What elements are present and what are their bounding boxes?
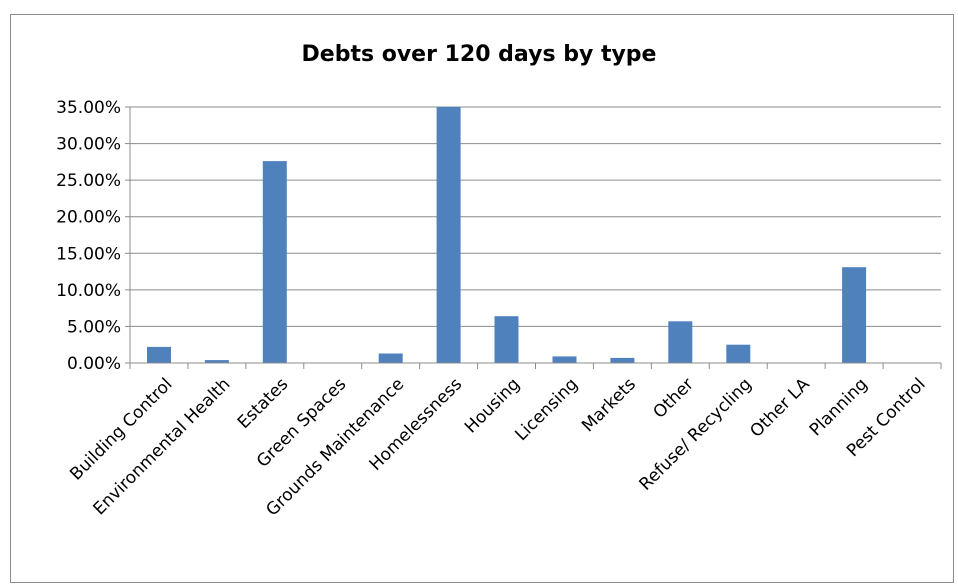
chart-frame [10, 14, 954, 583]
bar-licensing [552, 356, 577, 363]
bar-other [668, 321, 693, 363]
y-tick-label: 0.00% [67, 354, 121, 374]
bar-environmental-health [204, 360, 229, 363]
bar-building-control [147, 346, 171, 363]
gridlines [130, 106, 941, 327]
y-tick-label: 35.00% [56, 98, 121, 118]
x-tick-label: Other [650, 374, 698, 422]
y-tick-label: 20.00% [56, 208, 121, 228]
y-tick-label: 25.00% [56, 171, 121, 191]
axes [125, 106, 942, 369]
bar-grounds-maintenance [378, 353, 403, 363]
bars [147, 107, 867, 363]
y-tick-label: 5.00% [67, 317, 121, 337]
bar-planning [842, 267, 867, 363]
bar-refuse-recycling [726, 344, 751, 363]
bar-markets [610, 357, 635, 363]
x-tick-label: Estates [234, 374, 293, 433]
y-tick-label: 15.00% [56, 244, 121, 264]
x-tick-label: Refuse/ Recycling [636, 374, 756, 494]
y-tick-labels: 0.00% 5.00% 10.00% 15.00% 20.00% 25.00% 30.00%… [56, 98, 121, 374]
x-tick-label: Building Control [66, 374, 176, 484]
x-tick-label: Markets [578, 374, 640, 436]
chart-title: Debts over 120 days by type [301, 42, 657, 67]
y-tick-label: 10.00% [56, 281, 121, 301]
bar-housing [494, 316, 519, 363]
bar-homelessness [436, 107, 461, 363]
bar-estates [262, 161, 287, 363]
x-tick-label: Licensing [511, 374, 582, 445]
x-tick-label: Other LA [746, 374, 814, 442]
y-tick-label: 30.00% [56, 135, 121, 155]
